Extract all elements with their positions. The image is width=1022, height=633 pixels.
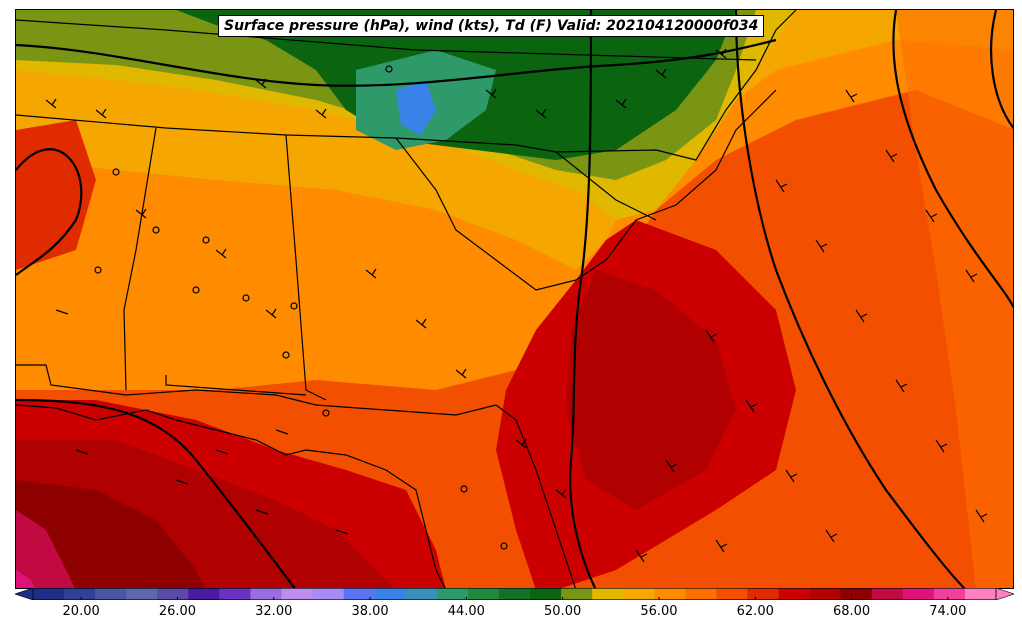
colorbar-segment — [405, 588, 438, 600]
colorbar-tick-label: 68.00 — [832, 604, 871, 619]
colorbar-segment — [809, 588, 842, 600]
boundaries — [16, 10, 797, 588]
colorbar-frame — [32, 588, 997, 600]
colorbar-segment — [685, 588, 717, 600]
colorbar-tick-label: 20.00 — [62, 604, 100, 619]
colorbar-tick-label: 38.00 — [351, 604, 389, 619]
colorbar-segment — [964, 588, 997, 600]
colorbar-segment — [716, 588, 748, 600]
colorbar-segment — [592, 588, 624, 600]
colorbar-segment — [343, 588, 376, 600]
colorbar-segment — [561, 588, 593, 600]
map-title: Surface pressure (hPa), wind (kts), Td (… — [218, 15, 765, 37]
calm-markers — [94, 65, 508, 550]
colorbar-segment — [157, 588, 189, 600]
colorbar-segment — [188, 588, 220, 600]
colorbar-extend-low — [15, 588, 34, 600]
colorbar-segment — [64, 588, 96, 600]
map-panel: Surface pressure (hPa), wind (kts), Td (… — [15, 9, 1014, 589]
colorbar-segment — [871, 588, 904, 600]
dewpoint-map — [16, 10, 1013, 588]
colorbar-segment — [654, 588, 686, 600]
colorbar-segment — [530, 588, 562, 600]
colorbar-segment — [467, 588, 500, 600]
dewpoint-fill — [16, 10, 1013, 588]
colorbar-tick-label: 74.00 — [929, 604, 967, 619]
colorbar-segment — [840, 588, 873, 600]
colorbar-segment — [623, 588, 655, 600]
colorbar-segment — [436, 588, 469, 600]
colorbar-tick-label: 50.00 — [544, 604, 582, 619]
colorbar-segment — [33, 588, 65, 600]
colorbar-tick-label: 56.00 — [640, 604, 678, 619]
colorbar-tick-label: 62.00 — [736, 604, 774, 619]
colorbar-segment — [778, 588, 811, 600]
colorbar-tick-label: 26.00 — [158, 604, 197, 619]
isobars — [16, 10, 1013, 588]
colorbar-segment — [95, 588, 127, 600]
colorbar-segment — [219, 588, 251, 600]
wind-barbs — [45, 48, 988, 563]
colorbar-segment — [374, 588, 407, 600]
colorbar-segment — [933, 588, 966, 600]
colorbar-segment — [281, 588, 314, 600]
colorbar-segment — [126, 588, 158, 600]
colorbar-segment — [312, 588, 345, 600]
colorbar-tick-label: 32.00 — [255, 604, 293, 619]
colorbar-tick-label: 44.00 — [447, 604, 485, 619]
colorbar-segment — [747, 588, 780, 600]
colorbar-segment — [902, 588, 935, 600]
colorbar-segment — [250, 588, 283, 600]
colorbar-extend-high — [995, 588, 1014, 600]
colorbar — [15, 588, 1014, 600]
colorbar-segment — [498, 588, 531, 600]
colorbar-tick-labels: 20.00 26.00 32.00 38.00 44.00 50.00 56.00 62.00… — [15, 604, 1014, 624]
